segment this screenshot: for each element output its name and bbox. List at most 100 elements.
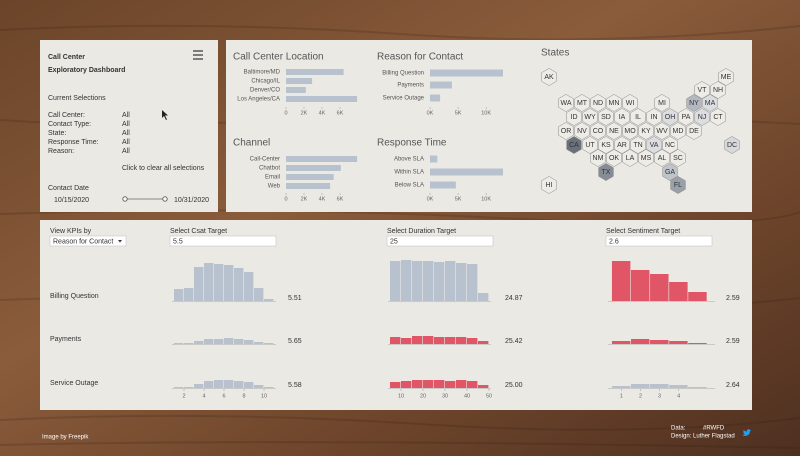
histogram-bar[interactable] [467, 338, 478, 344]
histogram-bar[interactable] [478, 341, 489, 344]
state-hex[interactable] [598, 136, 614, 154]
state-hex[interactable] [574, 94, 590, 112]
histogram-bar[interactable] [445, 261, 456, 301]
histogram-bar[interactable] [244, 272, 254, 301]
target-input[interactable] [386, 235, 494, 247]
state-hex[interactable] [686, 122, 702, 140]
bar[interactable] [286, 165, 341, 171]
bar[interactable] [430, 69, 503, 77]
histogram-bar[interactable] [445, 337, 456, 344]
state-hex[interactable] [566, 108, 582, 126]
histogram-bar[interactable] [390, 382, 401, 388]
histogram-bar[interactable] [174, 387, 184, 388]
state-hex[interactable] [590, 122, 606, 140]
histogram-bar[interactable] [184, 288, 194, 301]
state-hex[interactable] [670, 176, 686, 194]
histogram-bar[interactable] [214, 264, 224, 301]
histogram-bar[interactable] [390, 337, 401, 344]
histogram-bar[interactable] [194, 341, 204, 344]
state-hex[interactable] [614, 136, 630, 154]
histogram-bar[interactable] [254, 342, 264, 344]
histogram-bar[interactable] [611, 386, 631, 388]
histogram-bar[interactable] [630, 339, 650, 344]
state-hex[interactable] [582, 108, 598, 126]
histogram-bar[interactable] [264, 387, 274, 388]
histogram-bar[interactable] [688, 343, 707, 344]
histogram-bar[interactable] [224, 338, 234, 344]
bar[interactable] [286, 183, 331, 189]
state-hex[interactable] [638, 122, 654, 140]
histogram-bar[interactable] [423, 336, 434, 344]
target-input[interactable] [605, 235, 713, 247]
histogram-bar[interactable] [234, 381, 244, 388]
state-hex[interactable] [662, 108, 678, 126]
histogram-bar[interactable] [264, 343, 274, 344]
state-hex[interactable] [646, 108, 662, 126]
histogram-bar[interactable] [244, 382, 254, 388]
state-hex[interactable] [654, 94, 670, 112]
histogram-bar[interactable] [184, 387, 194, 388]
bar[interactable] [286, 174, 334, 180]
histogram-bar[interactable] [194, 384, 204, 388]
histogram-bar[interactable] [650, 340, 669, 344]
histogram-bar[interactable] [244, 340, 254, 344]
histogram-bar[interactable] [434, 380, 445, 388]
histogram-bar[interactable] [650, 274, 669, 301]
histogram-bar[interactable] [214, 380, 224, 388]
histogram-bar[interactable] [174, 289, 184, 301]
histogram-bar[interactable] [456, 337, 467, 344]
state-hex[interactable] [710, 108, 726, 126]
state-hex[interactable] [582, 136, 598, 154]
histogram-bar[interactable] [445, 381, 456, 388]
state-hex[interactable] [662, 136, 678, 154]
state-hex[interactable] [558, 122, 574, 140]
bar[interactable] [286, 87, 306, 93]
histogram-bar[interactable] [478, 293, 489, 301]
state-hex[interactable] [710, 81, 726, 99]
target-input[interactable] [169, 235, 277, 247]
histogram-bar[interactable] [434, 337, 445, 344]
histogram-bar[interactable] [224, 380, 234, 388]
state-hex[interactable] [541, 68, 557, 86]
histogram-bar[interactable] [412, 336, 423, 344]
histogram-bar[interactable] [669, 341, 688, 344]
state-hex[interactable] [614, 108, 630, 126]
histogram-bar[interactable] [669, 282, 688, 301]
histogram-bar[interactable] [214, 339, 224, 344]
slider-handle[interactable] [162, 196, 168, 202]
state-hex[interactable] [638, 149, 654, 167]
histogram-bar[interactable] [611, 261, 631, 301]
state-hex[interactable] [622, 149, 638, 167]
state-hex[interactable] [694, 81, 710, 99]
histogram-bar[interactable] [456, 263, 467, 301]
histogram-bar[interactable] [423, 380, 434, 388]
clear-selections[interactable]: Click to clear all selections [122, 165, 205, 172]
histogram-bar[interactable] [204, 381, 214, 388]
twitter-icon[interactable] [742, 429, 752, 436]
state-hex[interactable] [654, 122, 670, 140]
state-hex[interactable] [662, 163, 678, 181]
histogram-bar[interactable] [401, 260, 412, 301]
state-hex[interactable] [606, 149, 622, 167]
bar[interactable] [430, 168, 503, 176]
histogram-bar[interactable] [401, 381, 412, 388]
histogram-bar[interactable] [254, 385, 264, 388]
histogram-bar[interactable] [224, 265, 234, 301]
state-hex[interactable] [670, 122, 686, 140]
state-hex[interactable] [630, 136, 646, 154]
histogram-bar[interactable] [467, 264, 478, 301]
view-dropdown[interactable] [49, 235, 127, 247]
state-hex[interactable] [702, 94, 718, 112]
histogram-bar[interactable] [401, 338, 412, 344]
state-hex[interactable] [622, 122, 638, 140]
state-hex[interactable] [598, 108, 614, 126]
state-hex[interactable] [686, 94, 702, 112]
histogram-bar[interactable] [234, 268, 244, 301]
state-hex[interactable] [598, 163, 614, 181]
state-hex[interactable] [558, 94, 574, 112]
histogram-bar[interactable] [611, 341, 631, 344]
histogram-bar[interactable] [234, 339, 244, 344]
histogram-bar[interactable] [630, 270, 650, 301]
histogram-bar[interactable] [254, 288, 264, 301]
bar[interactable] [430, 155, 438, 163]
